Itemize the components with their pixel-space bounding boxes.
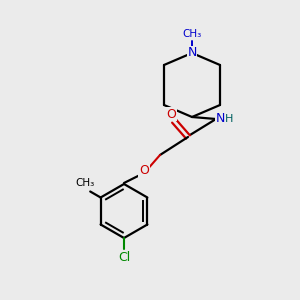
Text: N: N bbox=[187, 46, 197, 59]
Text: Cl: Cl bbox=[118, 251, 130, 264]
Text: H: H bbox=[225, 114, 233, 124]
Text: N: N bbox=[215, 112, 225, 125]
Text: O: O bbox=[139, 164, 149, 178]
Text: CH₃: CH₃ bbox=[182, 29, 202, 39]
Text: O: O bbox=[166, 107, 176, 121]
Text: CH₃: CH₃ bbox=[76, 178, 95, 188]
